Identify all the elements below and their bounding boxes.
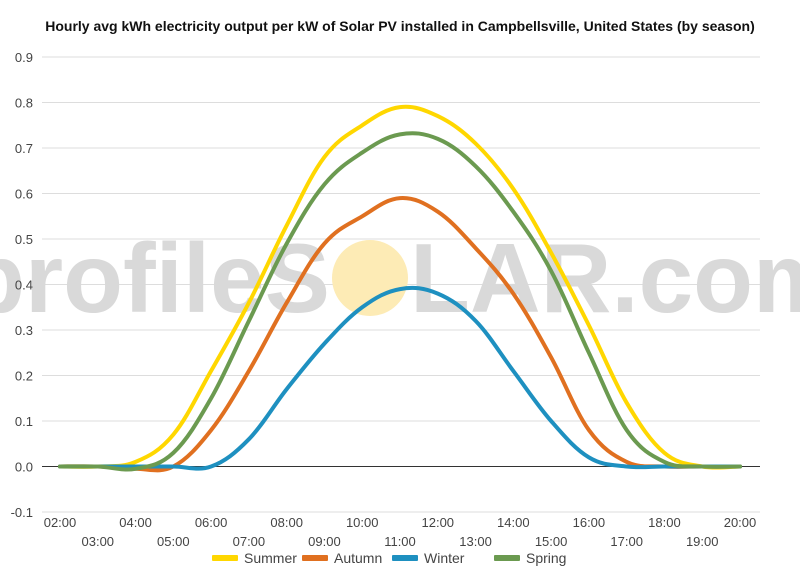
x-tick-label: 02:00	[44, 515, 77, 530]
watermark-text-left: profileS	[0, 223, 330, 333]
y-tick-label: 0.4	[15, 278, 33, 293]
series-line-winter	[58, 285, 742, 471]
legend-label-summer: Summer	[244, 550, 297, 566]
x-tick-label: 08:00	[270, 515, 303, 530]
y-tick-label: 0.5	[15, 232, 33, 247]
y-tick-label: 0.0	[15, 460, 33, 475]
y-axis-tick-labels: -0.1 0.0 0.1 0.2 0.3 0.4 0.5 0.6 0.7 0.8 0.9	[11, 50, 33, 520]
x-tick-label: 05:00	[157, 534, 190, 549]
y-tick-label: 0.1	[15, 414, 33, 429]
y-tick-label: 0.6	[15, 187, 33, 202]
legend-swatch-summer	[212, 555, 238, 561]
x-tick-label: 20:00	[724, 515, 757, 530]
watermark-text-right: LAR.com	[410, 223, 800, 333]
y-tick-label: 0.2	[15, 369, 33, 384]
x-tick-label: 07:00	[233, 534, 266, 549]
x-tick-label: 12:00	[422, 515, 455, 530]
legend-swatch-winter	[392, 555, 418, 561]
x-tick-label: 04:00	[119, 515, 152, 530]
legend-label-spring: Spring	[526, 550, 566, 566]
x-tick-label: 06:00	[195, 515, 228, 530]
watermark: profileS LAR.com	[0, 223, 800, 333]
series-lines	[58, 104, 742, 473]
y-tick-label: 0.3	[15, 323, 33, 338]
x-tick-label: 16:00	[573, 515, 606, 530]
x-tick-label: 17:00	[610, 534, 643, 549]
legend-swatch-autumn	[302, 555, 328, 561]
series-line-summer	[58, 104, 742, 470]
y-tick-label: -0.1	[11, 505, 33, 520]
x-tick-label: 14:00	[497, 515, 530, 530]
legend-swatch-spring	[494, 555, 520, 561]
x-axis-tick-labels: 02:00 03:00 04:00 05:00 06:00 07:00 08:00 09:00…	[44, 515, 757, 549]
x-tick-label: 09:00	[308, 534, 341, 549]
series-line-spring	[58, 131, 742, 472]
y-tick-label: 0.9	[15, 50, 33, 65]
legend-label-autumn: Autumn	[334, 550, 382, 566]
x-tick-label: 11:00	[384, 534, 416, 549]
x-tick-label: 13:00	[459, 534, 492, 549]
x-tick-label: 15:00	[535, 534, 568, 549]
y-tick-label: 0.7	[15, 141, 33, 156]
x-tick-label: 03:00	[82, 534, 115, 549]
legend-label-winter: Winter	[424, 550, 465, 566]
legend: Summer Autumn Winter Spring	[212, 550, 566, 566]
x-tick-label: 18:00	[648, 515, 681, 530]
x-tick-label: 19:00	[686, 534, 719, 549]
y-tick-label: 0.8	[15, 96, 33, 111]
watermark-sun-icon	[332, 240, 408, 316]
chart-title: Hourly avg kWh electricity output per kW…	[45, 18, 755, 34]
x-tick-label: 10:00	[346, 515, 379, 530]
